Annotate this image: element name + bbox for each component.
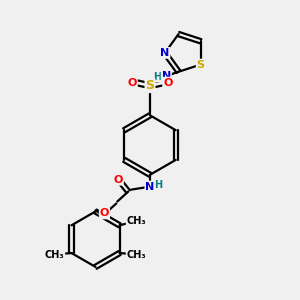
Text: N: N xyxy=(162,71,171,81)
Text: CH₃: CH₃ xyxy=(45,250,64,260)
Text: CH₃: CH₃ xyxy=(127,216,146,226)
Text: CH₃: CH₃ xyxy=(127,250,146,260)
Text: O: O xyxy=(114,175,123,185)
Text: O: O xyxy=(128,78,137,88)
Text: N: N xyxy=(146,182,154,192)
Text: H: H xyxy=(153,72,161,82)
Text: H: H xyxy=(154,180,162,190)
Text: S: S xyxy=(146,79,154,92)
Text: S: S xyxy=(197,60,205,70)
Text: O: O xyxy=(163,78,172,88)
Text: O: O xyxy=(100,208,109,218)
Text: N: N xyxy=(160,48,170,58)
